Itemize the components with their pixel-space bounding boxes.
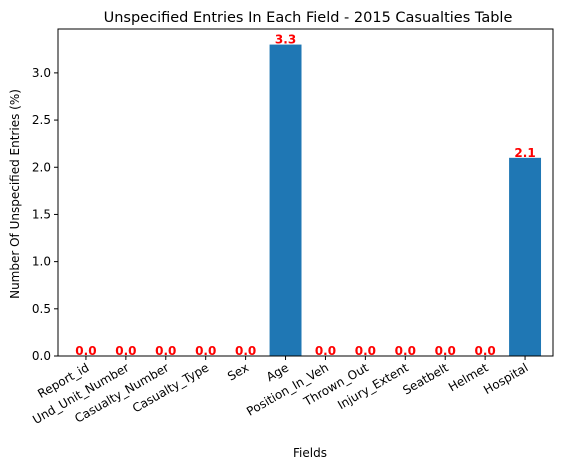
y-tick-label: 3.0 (32, 66, 51, 80)
y-tick-label: 1.0 (32, 255, 51, 269)
y-tick-label: 1.5 (32, 207, 51, 221)
y-tick-label: 0.0 (32, 349, 51, 363)
y-axis: 0.0 0.5 1.0 1.5 2.0 2.5 3.0 (32, 66, 58, 363)
x-tick-label: Hospital (481, 360, 530, 397)
data-label: 0.0 (235, 344, 256, 358)
x-axis-label: Fields (293, 446, 327, 460)
y-tick-label: 2.0 (32, 160, 51, 174)
data-label: 0.0 (395, 344, 416, 358)
y-tick-label: 2.5 (32, 113, 51, 127)
data-label: 0.0 (315, 344, 336, 358)
data-label: 2.1 (514, 146, 535, 160)
data-label: 0.0 (475, 344, 496, 358)
chart-title: Unspecified Entries In Each Field - 2015… (104, 10, 513, 26)
bars-layer (269, 44, 542, 356)
y-tick-label: 0.5 (32, 302, 51, 316)
data-label: 0.0 (195, 344, 216, 358)
data-label: 0.0 (115, 344, 136, 358)
x-tick-label: Seatbelt (400, 360, 451, 397)
data-label: 3.3 (275, 33, 296, 47)
x-axis: Report_idUnd_Unit_NumberCasualty_NumberC… (30, 356, 531, 427)
data-label: 0.0 (75, 344, 96, 358)
data-label: 0.0 (355, 344, 376, 358)
data-label: 0.0 (435, 344, 456, 358)
x-tick-label: Age (264, 360, 291, 384)
data-label: 0.0 (155, 344, 176, 358)
plot-frame (57, 28, 554, 357)
bar-hospital (509, 157, 542, 356)
bar-age (269, 44, 302, 356)
y-axis-label: Number Of Unspecified Entries (%) (8, 89, 22, 299)
data-labels-layer: 0.0 0.0 0.0 0.0 0.0 3.3 0.0 0.0 0.0 0.0 0.0 2.1 (75, 33, 535, 358)
x-tick-label: Sex (225, 360, 251, 383)
